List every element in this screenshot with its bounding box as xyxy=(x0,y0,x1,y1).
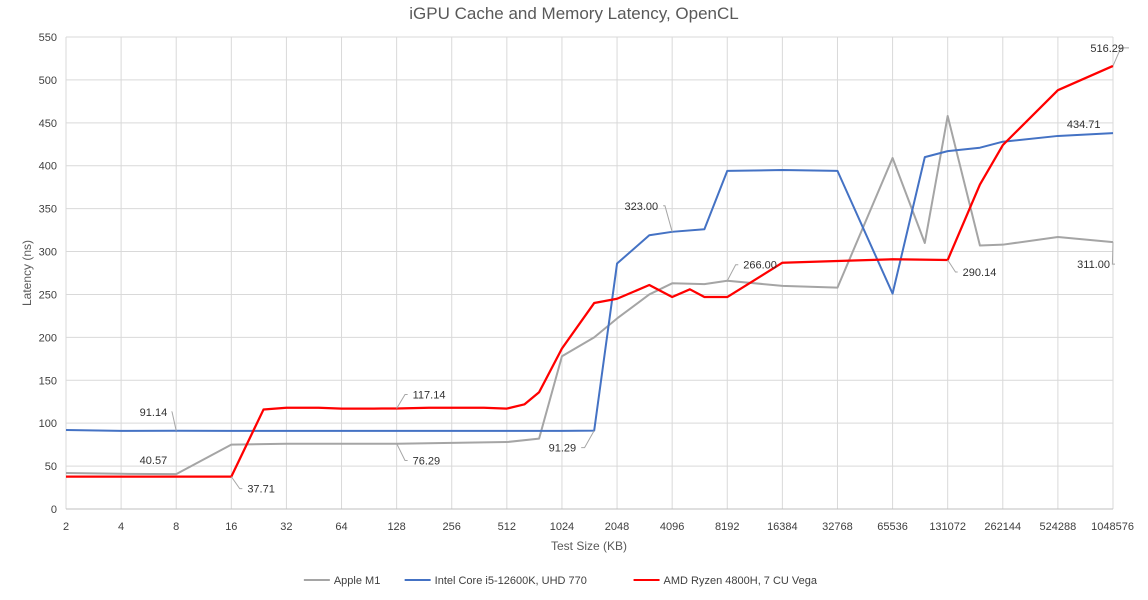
data-label-leader xyxy=(1111,242,1115,265)
x-tick-label: 524288 xyxy=(1040,521,1077,533)
data-label-leader xyxy=(171,411,177,431)
data-label-leader xyxy=(1112,47,1129,67)
legend-item-intel-core-i5-12600k-uhd-770: Intel Core i5-12600K, UHD 770 xyxy=(404,575,587,587)
x-axis-label: Test Size (KB) xyxy=(551,539,627,553)
y-tick-label: 450 xyxy=(39,118,57,130)
y-axis-ticks: 0 50 100 150 200 250 300 350 400 450 500 550 xyxy=(39,32,57,516)
x-tick-label: 8192 xyxy=(715,521,739,533)
y-tick-label: 0 xyxy=(51,504,57,516)
x-tick-label: 2048 xyxy=(605,521,629,533)
x-tick-label: 32 xyxy=(280,521,292,533)
x-tick-label: 4096 xyxy=(660,521,684,533)
y-tick-label: 550 xyxy=(39,32,57,44)
y-tick-label: 200 xyxy=(39,332,57,344)
data-label-leader xyxy=(726,264,739,281)
y-tick-label: 100 xyxy=(39,418,57,430)
data-label-leader xyxy=(396,443,408,462)
series-line-amd-ryzen-4800h-7-cu-vega xyxy=(66,64,1114,478)
x-tick-label: 1048576 xyxy=(1091,521,1134,533)
x-tick-label: 16 xyxy=(225,521,237,533)
x-tick-label: 4 xyxy=(118,521,124,533)
data-labels: 91.14 40.57 37.71 117.14 76.29 91.29 323.00 266… xyxy=(140,43,1129,496)
data-label: 91.29 xyxy=(549,443,577,455)
legend-item-apple-m1: Apple M1 xyxy=(303,575,380,587)
x-axis-ticks: 2 4 8 16 32 64 128 256 512 1024 2048 4096 8192 16384 3… xyxy=(63,521,1134,533)
series-line-apple-m1 xyxy=(65,114,1114,476)
legend-label: AMD Ryzen 4800H, 7 CU Vega xyxy=(664,575,818,587)
y-axis-label: Latency (ns) xyxy=(20,240,34,306)
data-label: 76.29 xyxy=(413,456,441,468)
x-tick-label: 2 xyxy=(63,521,69,533)
data-label-leader xyxy=(663,205,673,232)
data-label: 311.00 xyxy=(1077,259,1110,271)
data-label: 323.00 xyxy=(625,201,659,213)
data-label: 37.71 xyxy=(247,484,275,496)
x-tick-label: 262144 xyxy=(984,521,1021,533)
data-label: 290.14 xyxy=(963,267,997,279)
y-tick-label: 500 xyxy=(39,75,57,87)
x-tick-label: 64 xyxy=(335,521,347,533)
y-tick-label: 150 xyxy=(39,375,57,387)
legend-label: Intel Core i5-12600K, UHD 770 xyxy=(435,575,587,587)
data-label: 266.00 xyxy=(743,260,777,272)
data-label: 434.71 xyxy=(1067,119,1101,131)
y-tick-label: 50 xyxy=(45,461,57,473)
legend: Apple M1 Intel Core i5-12600K, UHD 770 AMD… xyxy=(303,575,818,587)
x-tick-label: 16384 xyxy=(767,521,798,533)
data-label: 40.57 xyxy=(140,455,168,467)
data-label: 117.14 xyxy=(413,389,446,401)
y-tick-label: 400 xyxy=(39,161,57,173)
data-label-leader xyxy=(396,393,408,409)
data-label: 91.14 xyxy=(140,407,168,419)
x-tick-label: 128 xyxy=(387,521,405,533)
y-tick-label: 300 xyxy=(39,247,57,259)
data-label-leader xyxy=(230,476,243,490)
series-lines xyxy=(65,64,1114,478)
x-tick-label: 8 xyxy=(173,521,179,533)
data-label: 516.29 xyxy=(1090,43,1124,55)
legend-label: Apple M1 xyxy=(334,575,380,587)
series-line-intel-core-i5-12600k-uhd-770 xyxy=(65,132,1114,432)
chart-title: iGPU Cache and Memory Latency, OpenCL xyxy=(409,4,738,23)
x-tick-label: 512 xyxy=(498,521,516,533)
x-tick-label: 32768 xyxy=(822,521,853,533)
data-label-leader xyxy=(581,430,595,449)
y-tick-label: 350 xyxy=(39,204,57,216)
legend-item-amd-ryzen-4800h-7-cu-vega: AMD Ryzen 4800H, 7 CU Vega xyxy=(633,575,818,587)
x-tick-label: 256 xyxy=(443,521,461,533)
data-label-leader xyxy=(947,259,958,273)
y-tick-label: 250 xyxy=(39,289,57,301)
x-tick-label: 131072 xyxy=(929,521,966,533)
x-tick-label: 1024 xyxy=(550,521,574,533)
x-tick-label: 65536 xyxy=(877,521,908,533)
